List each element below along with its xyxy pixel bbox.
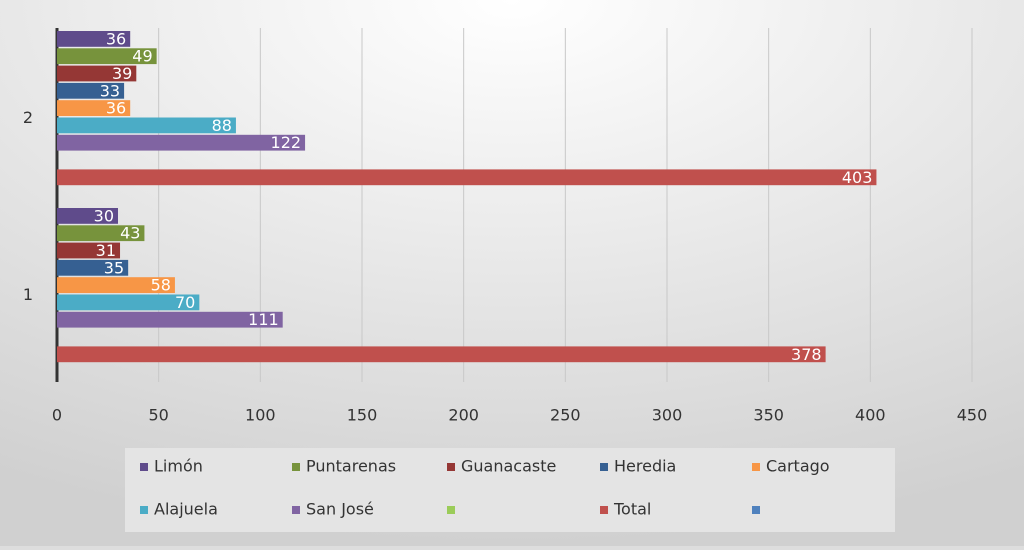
data-label: 70: [175, 293, 195, 312]
legend-label: Heredia: [614, 457, 676, 476]
legend-swatch: [600, 463, 608, 471]
legend-label: San José: [306, 500, 374, 519]
data-label: 35: [104, 258, 124, 277]
bar: [57, 294, 200, 311]
x-tick-label: 150: [347, 406, 378, 425]
x-tick-label: 100: [245, 406, 276, 425]
bar: [57, 169, 877, 186]
data-label: 111: [248, 310, 279, 329]
x-tick-label: 450: [957, 406, 988, 425]
data-label: 36: [106, 99, 126, 118]
data-label: 122: [271, 133, 302, 152]
data-label: 30: [94, 206, 114, 225]
legend-swatch: [140, 463, 148, 471]
x-tick-label: 0: [52, 406, 62, 425]
legend-swatch: [752, 506, 760, 514]
x-tick-label: 400: [855, 406, 886, 425]
bar: [57, 277, 175, 293]
data-label: 403: [842, 168, 873, 187]
legend-swatch: [292, 463, 300, 471]
bar: [57, 346, 826, 363]
legend-label: Cartago: [766, 457, 830, 476]
data-label: 49: [132, 47, 152, 66]
bar: [57, 208, 118, 224]
x-tick-label: 200: [448, 406, 479, 425]
legend-swatch: [600, 506, 608, 514]
bar: [57, 100, 131, 116]
x-tick-label: 350: [753, 406, 784, 425]
legend-swatch: [447, 506, 455, 514]
bar: [57, 117, 236, 134]
legend-label: Guanacaste: [461, 457, 556, 476]
data-label: 43: [120, 224, 140, 243]
x-tick-label: 50: [148, 406, 168, 425]
bar: [57, 65, 137, 82]
legend-label: Puntarenas: [306, 457, 396, 476]
bar: [57, 259, 129, 276]
data-label: 31: [96, 241, 116, 260]
data-label: 88: [212, 116, 232, 135]
x-tick-label: 250: [550, 406, 581, 425]
data-label: 39: [112, 64, 132, 83]
bar: [57, 48, 157, 65]
data-label: 33: [100, 81, 120, 100]
legend-swatch: [140, 506, 148, 514]
data-label: 378: [791, 345, 822, 364]
data-label: 58: [151, 276, 171, 295]
legend-swatch: [752, 463, 760, 471]
x-tick-label: 300: [652, 406, 683, 425]
legend-box: [125, 448, 895, 532]
data-label: 36: [106, 29, 126, 48]
legend-label: Limón: [154, 457, 203, 476]
legend-swatch: [292, 506, 300, 514]
bar: [57, 311, 283, 328]
y-tick-label: 1: [23, 285, 33, 304]
legend-label: Total: [613, 500, 651, 519]
bar: [57, 225, 145, 242]
bar: [57, 82, 125, 99]
bar: [57, 31, 131, 47]
bar: [57, 242, 121, 259]
legend-swatch: [447, 463, 455, 471]
legend-label: Alajuela: [154, 500, 218, 519]
y-tick-label: 2: [23, 108, 33, 127]
bar: [57, 134, 306, 151]
